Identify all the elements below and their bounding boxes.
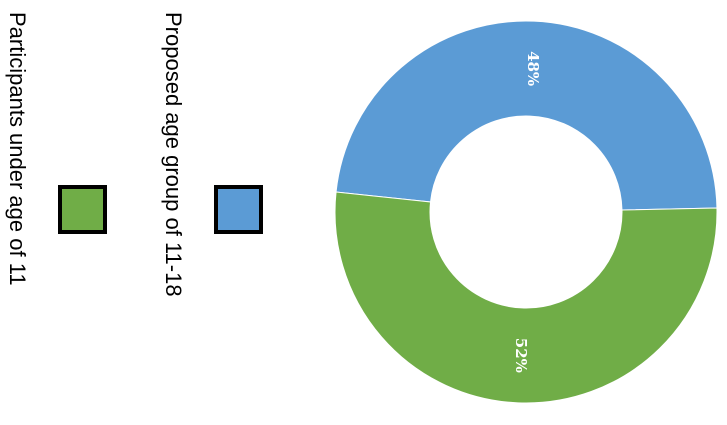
slice-labels: 48% 52% bbox=[512, 51, 542, 373]
donut-slice-1 bbox=[335, 20, 718, 211]
legend-label-proposed-age-group: Proposed age group of 11-18 bbox=[161, 12, 186, 297]
legend-label-participants-under-11: Participants under age of 11 bbox=[5, 12, 30, 286]
legend: Proposed age group of 11-18 Participants… bbox=[5, 12, 263, 297]
legend-swatch-proposed-age-group bbox=[214, 185, 263, 234]
slice-label-1: 48% bbox=[524, 51, 542, 86]
legend-swatch-participants-under-11 bbox=[58, 185, 107, 234]
slice-label-2: 52% bbox=[512, 338, 530, 373]
donut-slice-2 bbox=[334, 191, 718, 404]
donut-slices bbox=[334, 20, 718, 404]
